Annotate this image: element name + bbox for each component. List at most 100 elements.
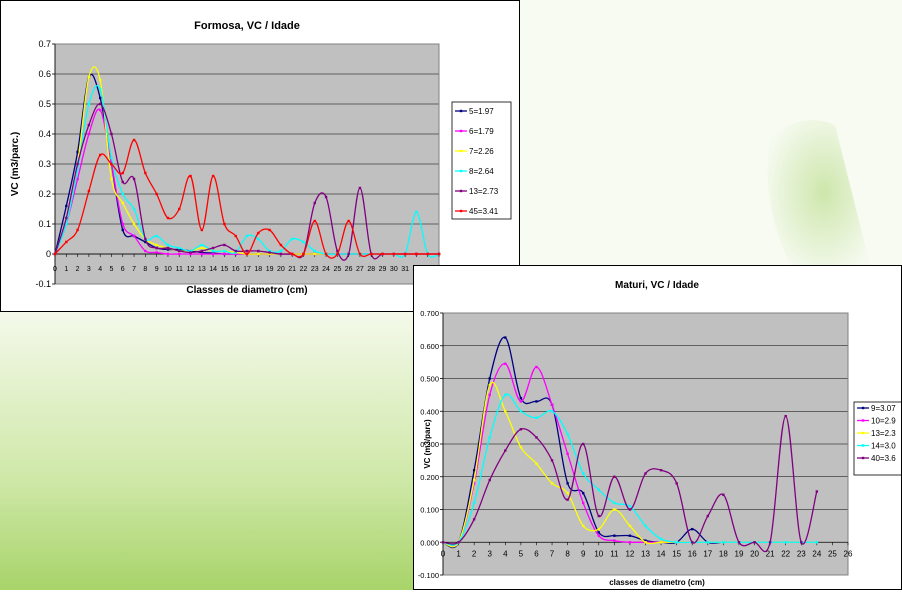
c1-data-point bbox=[279, 249, 283, 253]
c1-data-point bbox=[65, 240, 68, 244]
c1-data-point bbox=[87, 75, 91, 79]
maturi-y-axis-title: VC (m3/parc) bbox=[423, 419, 432, 469]
c2-data-point bbox=[504, 336, 507, 339]
c1-y-tick-label: 0.4 bbox=[38, 129, 51, 139]
c1-data-point bbox=[189, 174, 192, 178]
c2-x-tick-label: 12 bbox=[625, 549, 634, 558]
c2-data-point bbox=[659, 537, 663, 541]
c2-data-point bbox=[472, 518, 476, 521]
maturi-series bbox=[441, 336, 819, 553]
c2-data-point bbox=[472, 478, 476, 482]
c1-data-point bbox=[65, 204, 68, 208]
c1-data-point bbox=[415, 210, 418, 214]
c1-legend-marker bbox=[459, 189, 463, 193]
c1-x-tick-label: 19 bbox=[266, 266, 274, 273]
maturi-gridlines bbox=[443, 312, 848, 576]
c1-data-point bbox=[302, 240, 305, 244]
c1-x-tick-label: 2 bbox=[76, 266, 80, 273]
c2-data-point bbox=[784, 414, 787, 418]
formosa-x-axis-title: Classes de diametro (cm) bbox=[186, 285, 307, 296]
c1-data-point bbox=[98, 108, 102, 112]
c1-data-point bbox=[279, 243, 283, 247]
c2-data-point bbox=[613, 539, 616, 542]
c1-data-point bbox=[234, 252, 237, 256]
c2-series-4 bbox=[441, 414, 819, 553]
c2-data-point bbox=[535, 416, 538, 419]
c2-x-tick-label: 14 bbox=[657, 549, 666, 558]
c2-data-point bbox=[488, 393, 491, 397]
c1-x-tick-label: 25 bbox=[333, 266, 341, 273]
c2-data-point bbox=[644, 524, 647, 528]
c1-y-tick-label: 0.3 bbox=[38, 159, 51, 169]
c1-data-point bbox=[200, 252, 204, 256]
c1-data-point bbox=[200, 249, 204, 253]
c1-legend-marker bbox=[459, 109, 463, 113]
c1-data-point bbox=[178, 246, 181, 250]
c2-y-tick-label: 0.500 bbox=[420, 375, 439, 384]
c1-data-point bbox=[166, 252, 170, 256]
c1-data-point bbox=[178, 207, 181, 211]
c1-data-point bbox=[200, 251, 204, 254]
c1-data-point bbox=[268, 251, 271, 254]
c1-data-point bbox=[155, 243, 158, 247]
c1-data-point bbox=[65, 222, 68, 226]
c1-y-tick-label: 0.5 bbox=[38, 99, 51, 109]
c2-x-tick-label: 0 bbox=[441, 549, 446, 558]
c1-x-tick-label: 21 bbox=[288, 266, 296, 273]
maturi-x-axis-title: classes de diametro (cm) bbox=[609, 578, 705, 587]
c2-data-point bbox=[504, 362, 507, 365]
c2-y-tick-label: 0.400 bbox=[420, 407, 439, 416]
c1-data-point bbox=[166, 216, 170, 220]
c2-y-tick-label: 0.000 bbox=[420, 538, 439, 547]
c2-data-point bbox=[566, 482, 569, 485]
c2-x-tick-label: 21 bbox=[766, 549, 775, 558]
c1-data-point bbox=[110, 162, 113, 166]
c1-data-point bbox=[155, 192, 158, 196]
c2-x-tick-label: 6 bbox=[534, 549, 539, 558]
c2-data-point bbox=[441, 541, 445, 544]
c2-legend-marker bbox=[861, 419, 865, 422]
c1-data-point bbox=[245, 252, 249, 256]
c2-data-point bbox=[472, 501, 476, 505]
c1-data-point bbox=[426, 252, 429, 256]
c2-data-point bbox=[566, 491, 569, 495]
c1-x-tick-label: 7 bbox=[132, 266, 136, 273]
c2-x-tick-label: 24 bbox=[812, 549, 821, 558]
c1-data-point bbox=[166, 248, 170, 251]
c1-data-point bbox=[268, 249, 271, 253]
c2-legend-marker bbox=[861, 456, 865, 460]
c1-data-point bbox=[223, 222, 226, 226]
c2-legend-marker bbox=[861, 444, 865, 447]
c1-x-tick-label: 4 bbox=[98, 266, 102, 273]
c1-data-point bbox=[132, 222, 136, 226]
c2-data-point bbox=[566, 498, 569, 501]
c1-data-point bbox=[223, 249, 226, 253]
c2-data-point bbox=[504, 393, 507, 397]
c1-data-point bbox=[381, 252, 384, 256]
maturi-title: Maturi, VC / Idade bbox=[615, 280, 699, 291]
c1-data-point bbox=[144, 240, 147, 244]
c2-x-tick-label: 5 bbox=[519, 549, 524, 558]
c1-data-point bbox=[189, 249, 192, 253]
c2-data-point bbox=[597, 531, 600, 534]
c2-data-point bbox=[597, 534, 600, 537]
c1-data-point bbox=[336, 249, 339, 253]
c1-data-point bbox=[155, 246, 158, 250]
c1-data-point bbox=[189, 252, 192, 256]
c1-data-point bbox=[234, 249, 237, 253]
c2-data-point bbox=[706, 514, 710, 518]
c2-data-point bbox=[644, 472, 647, 475]
c2-data-point bbox=[581, 491, 585, 495]
c2-x-tick-label: 17 bbox=[703, 549, 712, 558]
c1-x-tick-label: 9 bbox=[155, 266, 159, 273]
formosa-chart: -0.1 0 0.1 0.2 0.3 0.4 0.5 0.6 0.7 0 1 2 3 4 5 6 7 8 9 10 1… bbox=[0, 0, 520, 312]
c1-data-point bbox=[234, 251, 237, 254]
c2-data-point bbox=[753, 541, 756, 544]
c2-data-point bbox=[535, 400, 538, 403]
c1-data-point bbox=[110, 132, 113, 136]
c1-data-point bbox=[76, 162, 79, 166]
c2-data-point bbox=[519, 446, 523, 449]
c2-data-point bbox=[659, 541, 663, 544]
c1-legend-marker bbox=[459, 169, 463, 173]
c2-data-point bbox=[581, 501, 585, 505]
